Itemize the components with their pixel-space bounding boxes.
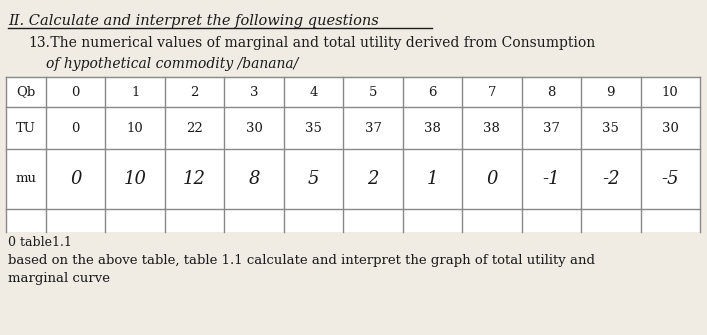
Text: mu: mu [16,173,37,186]
Text: TU: TU [16,122,36,134]
Text: 5: 5 [308,170,320,188]
Text: of hypothetical commodity /banana/: of hypothetical commodity /banana/ [46,57,298,71]
Text: 4: 4 [310,85,317,98]
Text: marginal curve: marginal curve [8,272,110,285]
Text: 0 table1.1: 0 table1.1 [8,236,72,249]
Text: 1: 1 [131,85,139,98]
Text: 22: 22 [186,122,203,134]
Text: 38: 38 [484,122,501,134]
Text: 2: 2 [190,85,199,98]
Text: Qb: Qb [16,85,35,98]
Text: 37: 37 [365,122,382,134]
Text: 38: 38 [424,122,441,134]
Text: 0: 0 [71,85,80,98]
Text: 1: 1 [427,170,438,188]
Text: -1: -1 [542,170,560,188]
Text: The numerical values of marginal and total utility derived from Consumption: The numerical values of marginal and tot… [46,36,595,50]
Text: 12: 12 [183,170,206,188]
Text: 10: 10 [127,122,144,134]
Text: II. Calculate and interpret the following questions: II. Calculate and interpret the followin… [8,14,379,28]
Text: 0: 0 [486,170,498,188]
Text: 5: 5 [369,85,378,98]
Text: 37: 37 [543,122,560,134]
Text: 9: 9 [607,85,615,98]
Text: 30: 30 [662,122,679,134]
Text: 35: 35 [305,122,322,134]
Text: 7: 7 [488,85,496,98]
Text: 6: 6 [428,85,437,98]
Text: 10: 10 [124,170,146,188]
Text: based on the above table, table 1.1 calculate and interpret the graph of total u: based on the above table, table 1.1 calc… [8,254,595,267]
Text: 10: 10 [662,85,679,98]
Text: 2: 2 [367,170,379,188]
Text: 3: 3 [250,85,258,98]
Text: -5: -5 [662,170,679,188]
Text: 8: 8 [547,85,556,98]
Text: -2: -2 [602,170,619,188]
Text: 8: 8 [248,170,260,188]
Text: 35: 35 [602,122,619,134]
Text: 0: 0 [70,170,81,188]
Text: 30: 30 [245,122,262,134]
Text: 0: 0 [71,122,80,134]
Text: 13.: 13. [28,36,50,50]
Bar [6,77,700,232]
